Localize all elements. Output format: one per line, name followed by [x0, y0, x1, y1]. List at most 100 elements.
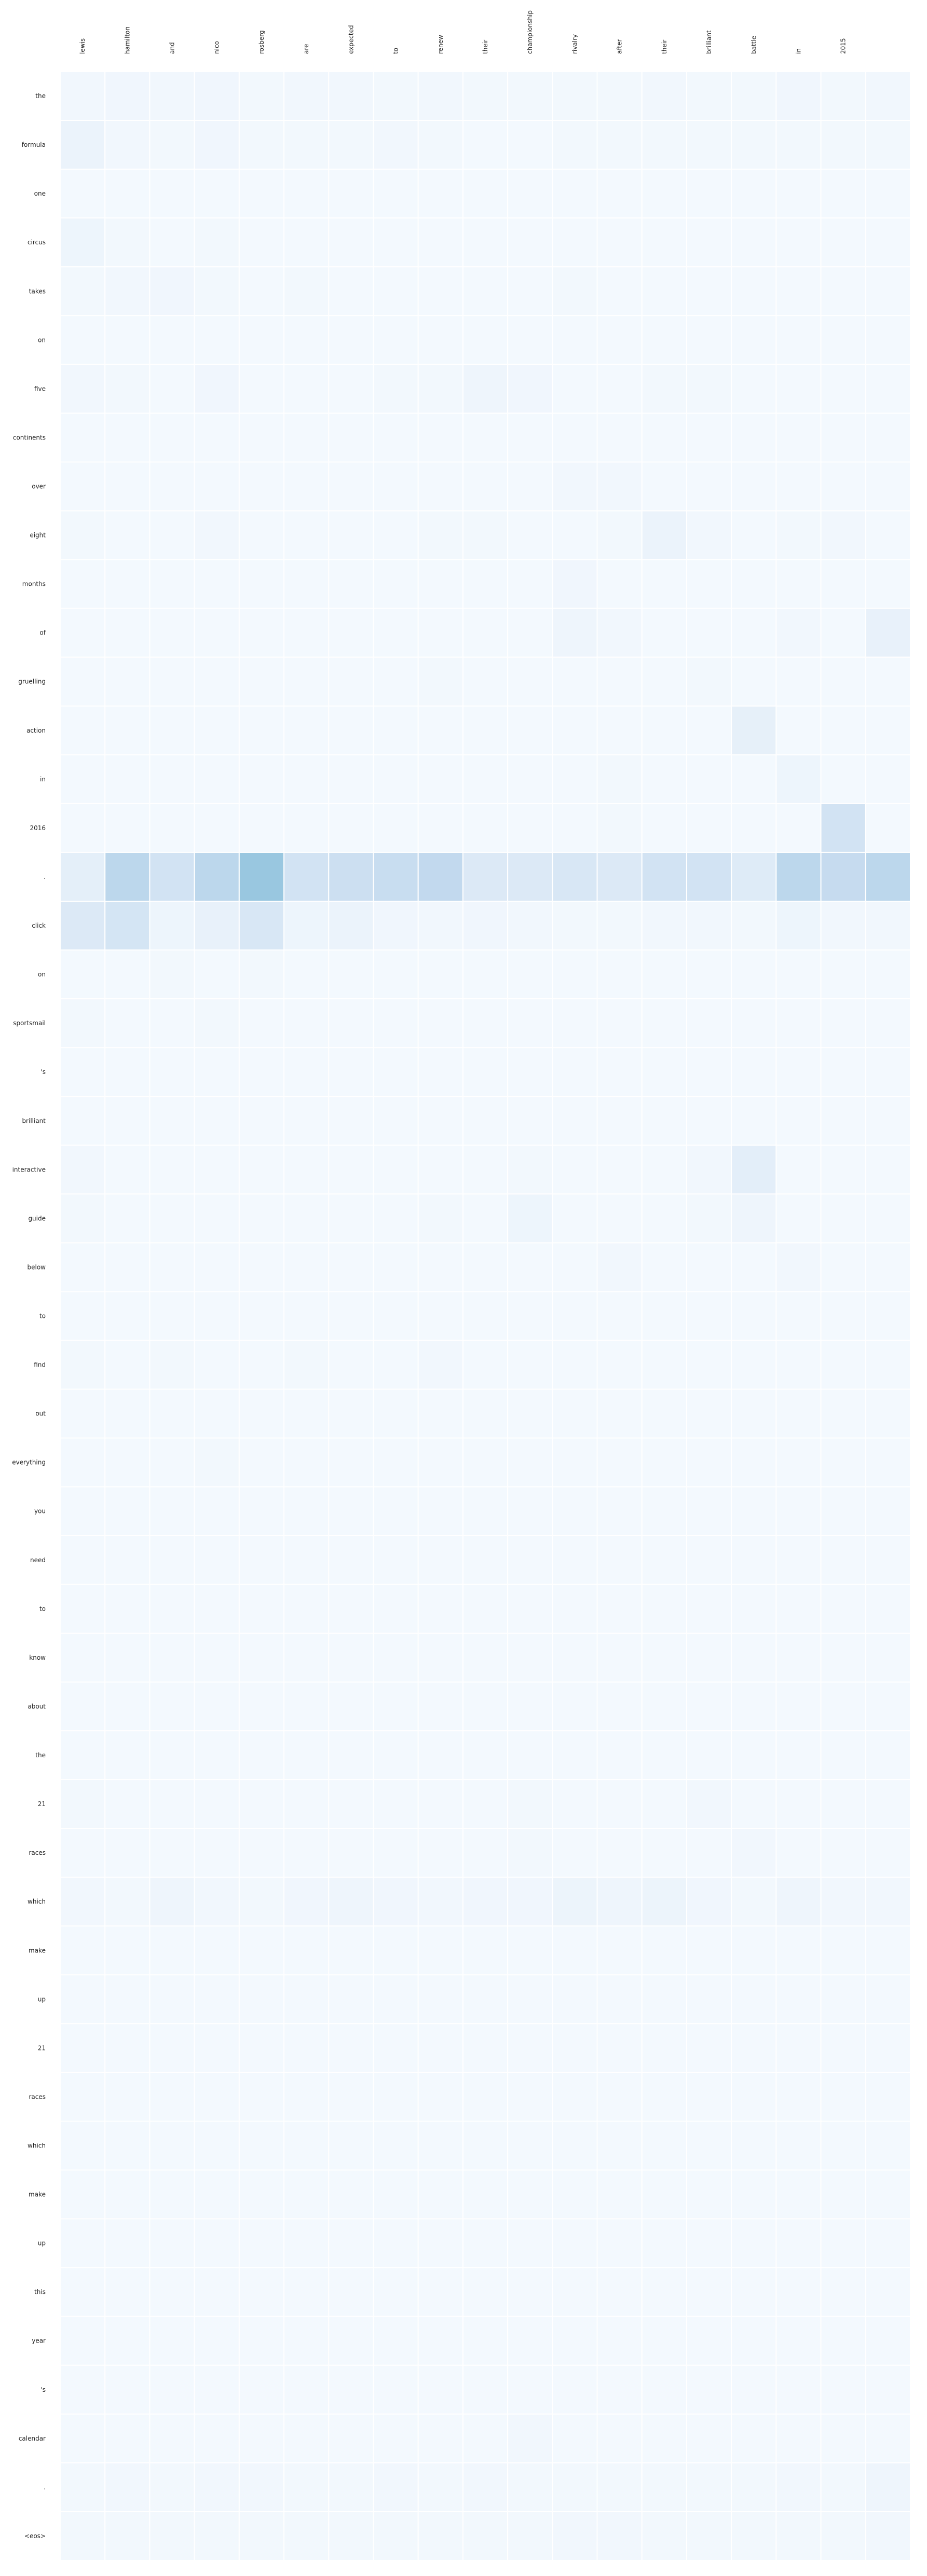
- y-tick-label: months: [22, 581, 46, 588]
- heatmap-cell: [328, 217, 374, 268]
- x-tick-label: nico: [213, 41, 221, 54]
- heatmap-cell: [731, 1193, 777, 1244]
- heatmap-cell: [507, 71, 553, 121]
- heatmap-cell: [686, 1681, 732, 1731]
- heatmap-cell: [283, 1242, 330, 1292]
- heatmap-cell: [865, 1145, 911, 1195]
- heatmap-cell: [283, 1974, 330, 2024]
- heatmap-cell: [641, 2267, 687, 2317]
- heatmap-cell: [194, 1047, 240, 1097]
- heatmap-cell: [462, 559, 509, 609]
- heatmap-cell: [283, 461, 330, 512]
- heatmap-cell: [552, 901, 598, 951]
- heatmap-cell: [417, 656, 464, 707]
- heatmap-cell: [820, 851, 866, 902]
- heatmap-cell: [104, 1583, 151, 1634]
- heatmap-cell: [238, 510, 285, 560]
- heatmap-cell: [60, 1486, 106, 1536]
- heatmap-cell: [596, 1486, 643, 1536]
- heatmap-cell: [775, 608, 822, 658]
- heatmap-cell: [149, 2120, 195, 2171]
- heatmap-cell: [596, 1632, 643, 1683]
- heatmap-cell: [104, 949, 151, 1000]
- heatmap-cell: [552, 559, 598, 609]
- heatmap-cell: [686, 2120, 732, 2171]
- heatmap-cell: [417, 608, 464, 658]
- heatmap-cell: [731, 656, 777, 707]
- heatmap-cell: [865, 2169, 911, 2220]
- heatmap-cell: [283, 1145, 330, 1195]
- heatmap-cell: [149, 1925, 195, 1976]
- heatmap-cell: [596, 1730, 643, 1781]
- heatmap-cell: [149, 1632, 195, 1683]
- heatmap-cell: [60, 901, 106, 951]
- heatmap-cell: [686, 705, 732, 755]
- heatmap-cell: [417, 2120, 464, 2171]
- heatmap-cell: [194, 2413, 240, 2463]
- heatmap-cell: [865, 1583, 911, 1634]
- heatmap-cell: [417, 1047, 464, 1097]
- heatmap-cell: [552, 1388, 598, 1439]
- heatmap-cell: [328, 266, 374, 316]
- y-tick-label: know: [29, 1654, 46, 1661]
- heatmap-cell: [820, 1340, 866, 1390]
- heatmap-cell: [775, 71, 822, 121]
- heatmap-cell: [194, 1096, 240, 1146]
- heatmap-cell: [641, 1974, 687, 2024]
- y-tick-label: five: [34, 385, 46, 392]
- heatmap-cell: [283, 1340, 330, 1390]
- x-tick-label: expected: [347, 25, 355, 54]
- heatmap-cell: [507, 1242, 553, 1292]
- heatmap-cell: [641, 1388, 687, 1439]
- heatmap-cell: [104, 364, 151, 414]
- heatmap-cell: [417, 1828, 464, 1878]
- heatmap-cell: [328, 1047, 374, 1097]
- heatmap-cell: [462, 1779, 509, 1829]
- heatmap-cell: [596, 2316, 643, 2366]
- y-tick-label: click: [32, 922, 46, 929]
- heatmap-cell: [283, 851, 330, 902]
- heatmap-cell: [686, 1925, 732, 1976]
- heatmap-cell: [865, 608, 911, 658]
- heatmap-cell: [104, 2364, 151, 2415]
- heatmap-cell: [462, 2364, 509, 2415]
- heatmap-cell: [328, 2023, 374, 2073]
- heatmap-cell: [283, 2413, 330, 2463]
- heatmap-cell: [328, 169, 374, 219]
- heatmap-cell: [507, 2120, 553, 2171]
- heatmap-cell: [641, 1437, 687, 1487]
- heatmap-cell: [283, 1193, 330, 1244]
- heatmap-cell: [731, 71, 777, 121]
- heatmap-cell: [104, 169, 151, 219]
- heatmap-cell: [865, 754, 911, 804]
- heatmap-cell: [731, 2316, 777, 2366]
- heatmap-cell: [820, 266, 866, 316]
- heatmap-cell: [507, 608, 553, 658]
- heatmap-cell: [641, 2364, 687, 2415]
- heatmap-cell: [283, 1925, 330, 1976]
- heatmap-cell: [60, 998, 106, 1049]
- heatmap-cell: [775, 949, 822, 1000]
- heatmap-cell: [552, 1974, 598, 2024]
- heatmap-cell: [149, 1096, 195, 1146]
- heatmap-cell: [104, 1291, 151, 1341]
- heatmap-cell: [417, 1388, 464, 1439]
- heatmap-cell: [194, 1486, 240, 1536]
- heatmap-cell: [686, 2511, 732, 2561]
- heatmap-cell: [194, 1877, 240, 1927]
- heatmap-cell: [820, 1925, 866, 1976]
- heatmap-cell: [865, 2316, 911, 2366]
- heatmap-cell: [373, 1242, 419, 1292]
- y-tick-label: gruelling: [18, 678, 46, 685]
- heatmap-cell: [328, 510, 374, 560]
- heatmap-cell: [283, 1096, 330, 1146]
- heatmap-cell: [775, 169, 822, 219]
- heatmap-cell: [552, 2267, 598, 2317]
- heatmap-cell: [775, 2218, 822, 2268]
- heatmap-cell: [641, 803, 687, 853]
- heatmap-cell: [641, 1925, 687, 1976]
- heatmap-cell: [104, 2120, 151, 2171]
- heatmap-cell: [194, 412, 240, 463]
- y-tick-label: calendar: [19, 2435, 46, 2442]
- heatmap-cell: [149, 656, 195, 707]
